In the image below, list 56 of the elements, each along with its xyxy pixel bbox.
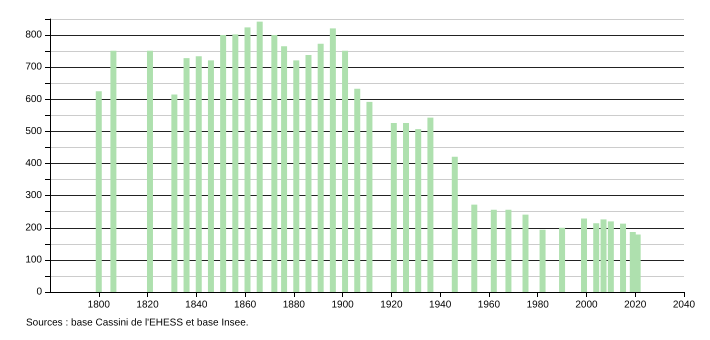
source-note: Sources : base Cassini de l'EHESS et base Insee. bbox=[26, 318, 249, 328]
x-tick-label: 1920 bbox=[380, 300, 403, 310]
x-tick-label: 1800 bbox=[88, 300, 110, 310]
bar bbox=[452, 156, 458, 292]
y-tick-label: 600 bbox=[25, 94, 42, 105]
bar bbox=[505, 210, 512, 292]
y-tick-label: 400 bbox=[25, 158, 42, 170]
x-tick-label: 2020 bbox=[624, 300, 647, 310]
x-tick-label: 1900 bbox=[331, 300, 354, 310]
bar bbox=[490, 210, 497, 292]
bar bbox=[281, 46, 288, 292]
x-tick-label: 1980 bbox=[526, 300, 550, 310]
bar bbox=[244, 27, 251, 292]
bar bbox=[96, 91, 102, 292]
bar bbox=[305, 54, 312, 292]
x-tick-label: 1820 bbox=[136, 300, 160, 310]
bar bbox=[232, 34, 238, 292]
y-tick-label: 200 bbox=[25, 222, 42, 234]
bar bbox=[256, 22, 263, 292]
bar bbox=[342, 50, 348, 292]
bar bbox=[559, 228, 566, 292]
y-tick-label: 100 bbox=[25, 254, 42, 266]
bar bbox=[522, 214, 528, 292]
y-tick-label: 500 bbox=[25, 126, 42, 137]
bar bbox=[471, 204, 478, 292]
x-tick-label: 1860 bbox=[234, 300, 257, 310]
bar bbox=[146, 50, 153, 292]
bar bbox=[403, 123, 410, 292]
bar bbox=[330, 28, 336, 292]
bar bbox=[184, 58, 190, 292]
x-tick-label: 2040 bbox=[672, 300, 696, 310]
bar bbox=[427, 118, 434, 292]
bar bbox=[354, 88, 360, 292]
bar bbox=[171, 94, 178, 292]
bar bbox=[110, 50, 116, 292]
bar bbox=[196, 56, 202, 292]
bar bbox=[271, 35, 278, 292]
x-tick-label: 1840 bbox=[185, 300, 208, 310]
bar bbox=[208, 60, 214, 292]
bar bbox=[390, 123, 397, 292]
x-tick-label: 1940 bbox=[429, 300, 452, 310]
x-tick-label: 2000 bbox=[575, 300, 598, 310]
bar bbox=[366, 102, 372, 292]
bar bbox=[581, 218, 588, 292]
bar bbox=[540, 230, 546, 292]
y-tick-label: 0 bbox=[36, 286, 42, 298]
bar bbox=[620, 224, 626, 292]
y-tick-label: 300 bbox=[25, 190, 42, 202]
x-tick-label: 1960 bbox=[478, 300, 500, 310]
bar bbox=[415, 129, 422, 292]
y-tick-label: 800 bbox=[25, 30, 42, 41]
bar bbox=[220, 35, 226, 292]
bar bbox=[293, 60, 300, 292]
bar bbox=[318, 44, 324, 292]
x-tick-label: 1880 bbox=[282, 300, 306, 310]
y-tick-label: 700 bbox=[25, 62, 42, 73]
